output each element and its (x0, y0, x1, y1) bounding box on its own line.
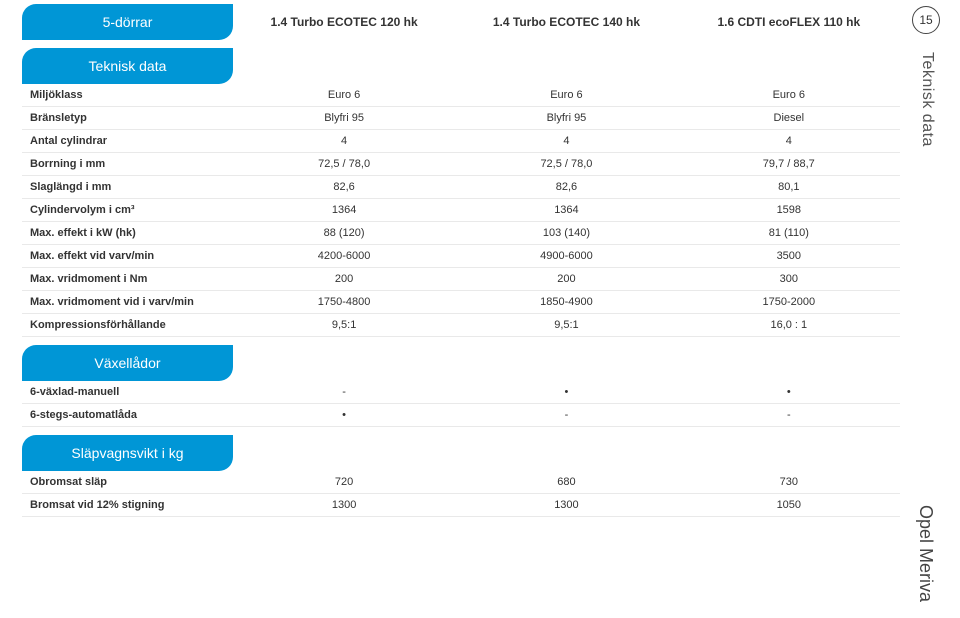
cell-value: Euro 6 (455, 84, 677, 107)
cell-value: 72,5 / 78,0 (233, 153, 455, 176)
cell-value: 300 (678, 268, 900, 291)
empty-cell (233, 48, 455, 84)
table-row: 6-stegs-automatlåda•-- (22, 404, 900, 427)
table-row: Max. effekt vid varv/min4200-60004900-60… (22, 245, 900, 268)
cell-value: Blyfri 95 (233, 107, 455, 130)
cell-value: 1364 (455, 199, 677, 222)
cell-value: 1050 (678, 494, 900, 517)
cell-value: • (678, 381, 900, 404)
cell-value: 4 (233, 130, 455, 153)
empty-cell (233, 435, 455, 471)
row-label: Max. effekt vid varv/min (22, 245, 233, 268)
table-row: BränsletypBlyfri 95Blyfri 95Diesel (22, 107, 900, 130)
cell-value: 4 (678, 130, 900, 153)
row-label: Bromsat vid 12% stigning (22, 494, 233, 517)
column-header: 1.4 Turbo ECOTEC 140 hk (455, 4, 677, 40)
cell-value: 1598 (678, 199, 900, 222)
table-row: Max. vridmoment vid i varv/min1750-48001… (22, 291, 900, 314)
cell-value: 72,5 / 78,0 (455, 153, 677, 176)
cell-value: 80,1 (678, 176, 900, 199)
cell-value: 4200-6000 (233, 245, 455, 268)
cell-value: 9,5:1 (233, 314, 455, 337)
empty-cell (455, 435, 677, 471)
cell-value: Euro 6 (678, 84, 900, 107)
cell-value: - (233, 381, 455, 404)
cell-value: 103 (140) (455, 222, 677, 245)
cell-value: - (678, 404, 900, 427)
empty-cell (678, 345, 900, 381)
cell-value: 82,6 (455, 176, 677, 199)
cell-value: 82,6 (233, 176, 455, 199)
table-row: Slaglängd i mm82,682,680,1 (22, 176, 900, 199)
cell-value: Blyfri 95 (455, 107, 677, 130)
row-label: Max. vridmoment vid i varv/min (22, 291, 233, 314)
table-row: Max. vridmoment i Nm200200300 (22, 268, 900, 291)
column-header: 1.6 CDTI ecoFLEX 110 hk (678, 4, 900, 40)
cell-value: • (233, 404, 455, 427)
table-row: Obromsat släp720680730 (22, 471, 900, 494)
cell-value: 88 (120) (233, 222, 455, 245)
empty-cell (455, 48, 677, 84)
row-label: Max. effekt i kW (hk) (22, 222, 233, 245)
cell-value: 1750-2000 (678, 291, 900, 314)
row-label: Borrning i mm (22, 153, 233, 176)
table-row: Max. effekt i kW (hk)88 (120)103 (140)81… (22, 222, 900, 245)
cell-value: 9,5:1 (455, 314, 677, 337)
column-header: 1.4 Turbo ECOTEC 120 hk (233, 4, 455, 40)
cell-value: - (455, 404, 677, 427)
cell-value: 4900-6000 (455, 245, 677, 268)
cell-value: 16,0 : 1 (678, 314, 900, 337)
empty-cell (233, 345, 455, 381)
section-title: Teknisk data (22, 48, 233, 84)
empty-cell (678, 435, 900, 471)
row-label: Obromsat släp (22, 471, 233, 494)
cell-value: Euro 6 (233, 84, 455, 107)
row-label: Antal cylindrar (22, 130, 233, 153)
page-number-badge: 15 (912, 6, 940, 34)
cell-value: 1750-4800 (233, 291, 455, 314)
cell-value: 4 (455, 130, 677, 153)
cell-value: 3500 (678, 245, 900, 268)
row-label: Miljöklass (22, 84, 233, 107)
row-label: 6-stegs-automatlåda (22, 404, 233, 427)
side-label-brand: Opel Meriva (915, 505, 936, 602)
table-row: Antal cylindrar444 (22, 130, 900, 153)
cell-value: Diesel (678, 107, 900, 130)
row-label: 6-växlad-manuell (22, 381, 233, 404)
row-label: Max. vridmoment i Nm (22, 268, 233, 291)
cell-value: 1850-4900 (455, 291, 677, 314)
table-row: Kompressionsförhållande9,5:19,5:116,0 : … (22, 314, 900, 337)
cell-value: 720 (233, 471, 455, 494)
spec-content: 5-dörrar1.4 Turbo ECOTEC 120 hk1.4 Turbo… (0, 0, 960, 525)
cell-value: 200 (233, 268, 455, 291)
cell-value: 680 (455, 471, 677, 494)
side-label-section: Teknisk data (918, 52, 936, 147)
section-title: Växellådor (22, 345, 233, 381)
cell-value: 730 (678, 471, 900, 494)
cell-value: 200 (455, 268, 677, 291)
section-title: Släpvagnsvikt i kg (22, 435, 233, 471)
cell-value: 79,7 / 88,7 (678, 153, 900, 176)
row-label: Bränsletyp (22, 107, 233, 130)
row-label: Kompressionsförhållande (22, 314, 233, 337)
page-number: 15 (919, 13, 932, 27)
spec-table: 5-dörrar1.4 Turbo ECOTEC 120 hk1.4 Turbo… (22, 4, 900, 525)
empty-cell (678, 48, 900, 84)
row-label: Cylindervolym i cm³ (22, 199, 233, 222)
cell-value: • (455, 381, 677, 404)
cell-value: 81 (110) (678, 222, 900, 245)
table-row: Cylindervolym i cm³136413641598 (22, 199, 900, 222)
table-row: Borrning i mm72,5 / 78,072,5 / 78,079,7 … (22, 153, 900, 176)
table-row: MiljöklassEuro 6Euro 6Euro 6 (22, 84, 900, 107)
cell-value: 1300 (233, 494, 455, 517)
header-model: 5-dörrar (22, 4, 233, 40)
empty-cell (455, 345, 677, 381)
cell-value: 1364 (233, 199, 455, 222)
cell-value: 1300 (455, 494, 677, 517)
row-label: Slaglängd i mm (22, 176, 233, 199)
table-row: 6-växlad-manuell-•• (22, 381, 900, 404)
table-row: Bromsat vid 12% stigning130013001050 (22, 494, 900, 517)
